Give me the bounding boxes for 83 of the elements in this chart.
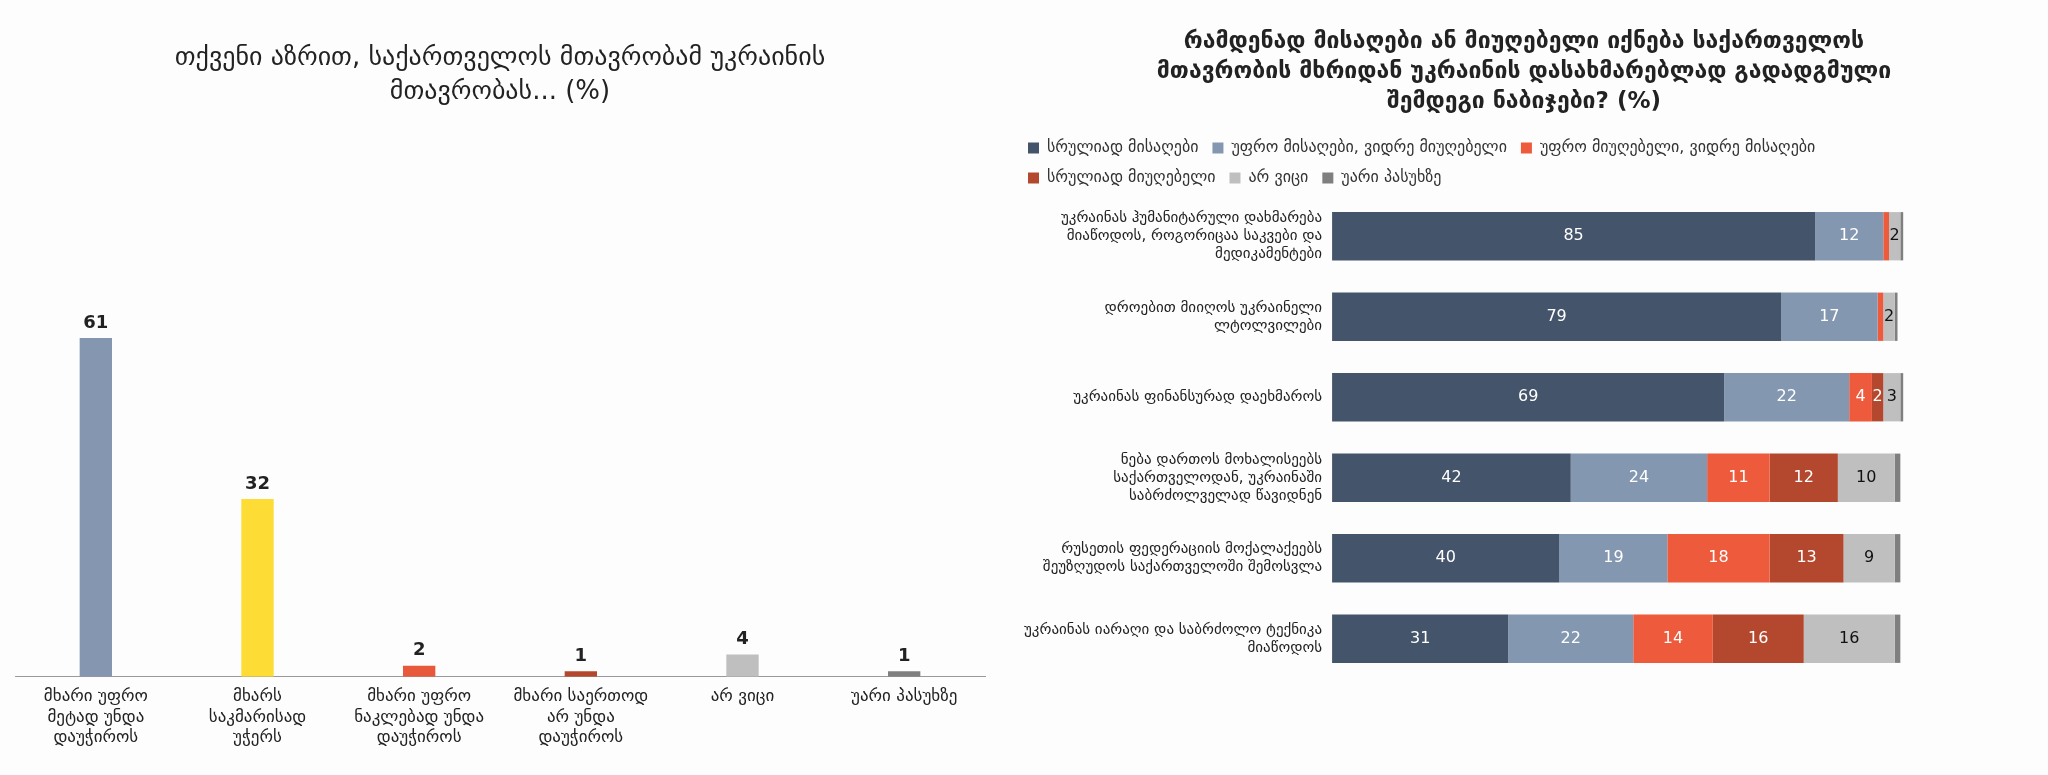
data-label: 17 bbox=[1819, 305, 1840, 325]
x-tick-label: მხარი უფრო მეტად უნდა დაუჭიროს bbox=[43, 685, 148, 746]
data-label: 10 bbox=[1856, 466, 1877, 486]
legend-label: უარი პასუხზე bbox=[1341, 166, 1442, 186]
y-tick-label: დროებით მიიღოს უკრაინელი ლტოლვილები bbox=[1104, 297, 1323, 334]
x-tick-label: მხარს საკმარისად უჭერს bbox=[208, 685, 307, 746]
y-tick-label: უკრაინას ჰუმანიტარული დახმარება მიაწოდოს, როგორიცაა საკვები და მედიკამენტები bbox=[1060, 207, 1323, 262]
bar bbox=[1900, 372, 1904, 422]
data-label: 79 bbox=[1546, 305, 1567, 325]
legend-label: სრულიად მისაღები bbox=[1047, 136, 1199, 156]
bar bbox=[1332, 372, 1725, 422]
bar bbox=[1769, 533, 1844, 583]
data-label: 4 bbox=[1855, 386, 1866, 406]
bar bbox=[1332, 292, 1782, 341]
data-label: 1 bbox=[897, 643, 911, 665]
bar bbox=[1667, 533, 1770, 583]
x-tick-label: არ ვიცი bbox=[710, 685, 775, 706]
bar bbox=[241, 498, 274, 677]
data-label: 14 bbox=[1662, 627, 1684, 647]
bar bbox=[1769, 453, 1838, 502]
data-label: 4 bbox=[736, 626, 749, 648]
data-label: 61 bbox=[83, 310, 109, 332]
data-label: 2 bbox=[1883, 305, 1895, 325]
bar bbox=[1843, 533, 1895, 583]
bar bbox=[1332, 533, 1560, 583]
bar bbox=[1883, 292, 1895, 341]
legend-label: არ ვიცი bbox=[1248, 166, 1309, 186]
bar bbox=[1900, 211, 1904, 261]
data-label: 16 bbox=[1839, 627, 1860, 647]
x-tick-label: მხარი საერთოდ არ უნდა დაუჭიროს bbox=[513, 685, 649, 746]
data-label: 11 bbox=[1728, 466, 1749, 486]
bar bbox=[1570, 453, 1708, 502]
y-tick-label: უკრაინას იარაღი და საბრძოლო ტექნიკა მიაწოდოს bbox=[1023, 619, 1323, 656]
bar bbox=[1883, 211, 1889, 261]
data-label: 19 bbox=[1603, 547, 1624, 567]
bar bbox=[1815, 211, 1884, 261]
data-label: 2 bbox=[1872, 386, 1883, 406]
y-tick-label: ნება დართოს მოხალისეებს საქართველოდან, უკრაინაში საბრძოლველად წავიდნენ bbox=[1113, 449, 1323, 504]
bar bbox=[1781, 292, 1878, 341]
bar bbox=[1332, 453, 1571, 502]
data-label: 2 bbox=[1889, 225, 1900, 245]
data-label: 2 bbox=[412, 637, 426, 659]
bar bbox=[726, 654, 759, 677]
x-tick-label: მხარი უფრო ნაკლებად უნდა დაუჭიროს bbox=[354, 685, 485, 746]
data-label: 9 bbox=[1864, 547, 1875, 567]
data-label: 40 bbox=[1435, 547, 1456, 567]
bar bbox=[1803, 614, 1895, 663]
chart-title: რამდენად მისაღები ან მიუღებელი იქნება საქართველოს მთავრობის მხრიდან უკრაინის დასახმარებლად გადადგმული შემდეგი ნაბიჯები? (%) bbox=[1155, 26, 1893, 115]
y-tick-label: რუსეთის ფედერაციის მოქალაქეებს შეუზღუდოს საქართველოში შემოსვლა bbox=[1042, 538, 1323, 575]
legend-label: უფრო მისაღები, ვიდრე მიუღებელი bbox=[1231, 136, 1507, 156]
data-label: 24 bbox=[1628, 466, 1650, 486]
bar bbox=[1332, 211, 1816, 261]
legend-label: უფრო მიუღებელი, ვიდრე მისაღები bbox=[1539, 136, 1816, 156]
bar bbox=[1724, 372, 1850, 422]
data-label: 22 bbox=[1560, 627, 1581, 647]
bar bbox=[1883, 372, 1901, 422]
data-label: 18 bbox=[1708, 547, 1729, 567]
chart-title: თქვენი აზრით, საქართველოს მთავრობამ უკრაინის მთავრობას... (%) bbox=[173, 40, 827, 107]
data-label: 32 bbox=[244, 471, 271, 493]
data-label: 12 bbox=[1793, 466, 1814, 486]
data-label: 69 bbox=[1517, 386, 1539, 406]
legend-label: სრულიად მიუღებელი bbox=[1047, 166, 1216, 186]
bar bbox=[1707, 453, 1770, 502]
bar bbox=[1837, 453, 1895, 502]
data-label: 85 bbox=[1563, 225, 1584, 245]
bar bbox=[1849, 372, 1872, 422]
y-tick-label: უკრაინას ფინანსურად დაეხმაროს bbox=[1073, 386, 1323, 405]
data-label: 1 bbox=[574, 643, 588, 665]
data-label: 13 bbox=[1796, 547, 1817, 567]
data-label: 42 bbox=[1441, 466, 1462, 486]
bar bbox=[79, 337, 112, 677]
bar bbox=[1894, 292, 1898, 341]
bar bbox=[1712, 614, 1804, 663]
data-label: 12 bbox=[1839, 225, 1860, 245]
bar bbox=[1633, 614, 1713, 663]
bar bbox=[1559, 533, 1668, 583]
x-tick-label: უარი პასუხზე bbox=[851, 685, 958, 706]
data-label: 31 bbox=[1409, 627, 1431, 647]
bar bbox=[1332, 614, 1509, 663]
data-label: 16 bbox=[1748, 627, 1769, 647]
bar bbox=[1508, 614, 1634, 663]
data-label: 22 bbox=[1776, 386, 1797, 406]
data-label: 3 bbox=[1886, 386, 1897, 406]
